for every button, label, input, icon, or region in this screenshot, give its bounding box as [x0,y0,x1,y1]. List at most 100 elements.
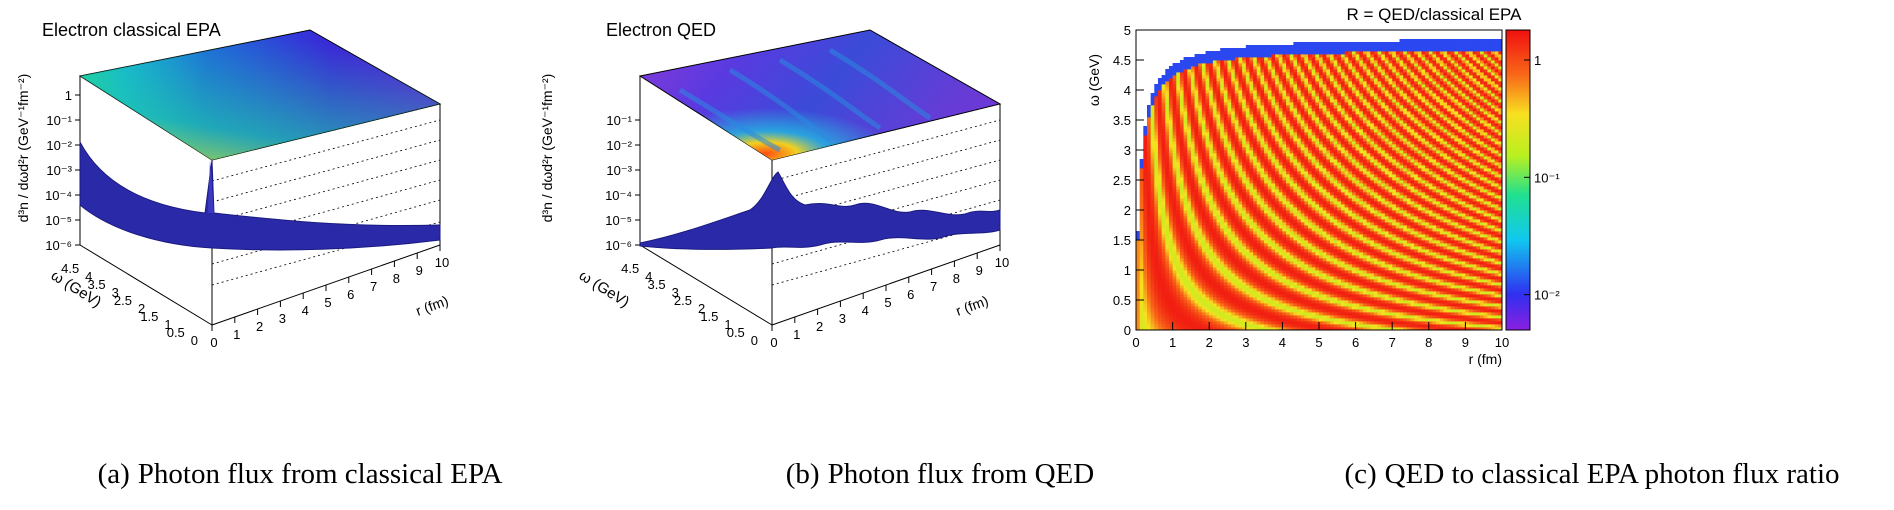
heatmap-cell [1414,258,1419,262]
heatmap-cell [1340,258,1346,262]
heatmap-cell [1432,222,1437,226]
heatmap-cell [1388,273,1393,277]
heatmap-cell [1304,231,1309,235]
heatmap-cell [1172,183,1177,187]
heatmap-cell [1322,246,1327,250]
heatmap-cell [1399,210,1404,214]
heatmap-cell [1172,201,1177,205]
heatmap-cell [1227,282,1232,286]
heatmap-cell [1483,327,1488,331]
heatmap-cell [1165,255,1170,259]
heatmap-cell [1388,243,1393,247]
heatmap-cell [1300,213,1305,217]
heatmap-cell [1242,324,1247,328]
heatmap-cell [1146,309,1152,313]
heatmap-cell [1238,288,1243,292]
heatmap-cell [1476,255,1481,259]
heatmap-cell [1205,252,1210,256]
heatmap-cell [1366,303,1371,307]
heatmap-cell [1264,258,1269,262]
heatmap-cell [1366,264,1371,268]
heatmap-cell [1205,198,1210,202]
heatmap-cell [1366,306,1371,310]
heatmap-cell [1150,300,1155,304]
heatmap-cell [1286,243,1291,247]
heatmap-cell [1469,318,1474,322]
heatmap-cell [1238,228,1243,232]
heatmap-cell [1216,312,1221,316]
heatmap-cell [1428,240,1433,244]
heatmap-cell [1340,315,1346,319]
heatmap-cell [1340,195,1346,199]
heatmap-cell [1293,261,1298,265]
heatmap-cell [1344,291,1349,295]
heatmap-cell [1366,225,1371,229]
heatmap-cell [1359,309,1364,313]
heatmap-cell [1293,246,1298,250]
heatmap-cell [1432,189,1437,193]
heatmap-cell [1403,294,1408,298]
heatmap-cell [1355,312,1360,316]
heatmap-cell [1179,324,1184,328]
heatmap-cell [1238,279,1243,283]
heatmap-cell [1157,300,1163,304]
heatmap-cell [1286,204,1291,208]
heatmap-cell [1392,195,1397,199]
heatmap-cell [1190,192,1195,196]
heatmap-cell [1348,297,1353,301]
heatmap-cell [1480,198,1485,202]
heatmap-cell [1179,198,1184,202]
heatmap-cell [1406,324,1411,328]
heatmap-cell [1187,261,1192,265]
heatmap-cell [1205,213,1210,217]
heatmap-cell [1359,282,1364,286]
heatmap-cell [1480,309,1485,313]
heatmap-cell [1403,213,1408,217]
heatmap-cell [1425,246,1430,250]
heatmap-cell [1425,267,1430,271]
heatmap-cell [1143,264,1148,268]
heatmap-cell [1373,303,1378,307]
heatmap-cell [1260,234,1265,238]
heatmap-cell [1154,201,1159,205]
heatmap-cell [1432,234,1437,238]
heatmap-cell [1165,282,1170,286]
heatmap-cell [1494,264,1499,268]
heatmap-cell [1421,315,1426,319]
heatmap-cell [1150,261,1155,265]
heatmap-cell [1406,210,1411,214]
heatmap-cell [1187,324,1192,328]
heatmap-cell [1308,249,1313,253]
heatmap-cell [1373,255,1378,259]
heatmap-cell [1337,225,1342,229]
heatmap-cell [1476,318,1481,322]
heatmap-cell [1165,213,1170,217]
heatmap-cell [1179,306,1184,310]
heatmap-cell [1491,186,1496,190]
heatmap-cell [1311,324,1316,328]
heatmap-cell [1454,318,1459,322]
heatmap-cell [1179,183,1184,187]
heatmap-cell [1337,306,1342,310]
heatmap-cell [1308,318,1313,322]
heatmap-cell [1282,213,1287,217]
heatmap-cell [1322,231,1327,235]
heatmap-cell [1201,243,1206,247]
heatmap-cell [1179,240,1184,244]
heatmap-cell [1286,300,1291,304]
heatmap-cell [1344,312,1349,316]
heatmap-cell [1168,288,1173,292]
heatmap-cell [1399,216,1404,220]
heatmap-cell [1249,216,1254,220]
heatmap-cell [1172,216,1177,220]
heatmap-cell [1143,237,1148,241]
heatmap-cell [1388,240,1393,244]
heatmap-cell [1377,261,1382,265]
heatmap-cell [1183,195,1188,199]
heatmap-cell [1282,219,1287,223]
heatmap-cell [1289,246,1294,250]
heatmap-cell [1161,234,1166,238]
heatmap-cell [1406,297,1411,301]
heatmap-cell [1256,285,1261,289]
heatmap-cell [1326,222,1331,226]
